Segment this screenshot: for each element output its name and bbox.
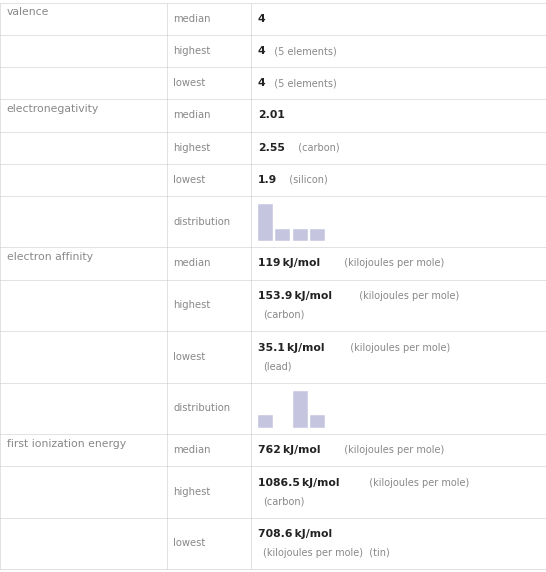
Text: median: median — [173, 14, 211, 24]
Text: electron affinity: electron affinity — [7, 252, 93, 262]
Text: 4: 4 — [258, 14, 265, 24]
Text: valence: valence — [7, 7, 49, 17]
Text: 119 kJ/mol: 119 kJ/mol — [258, 259, 320, 268]
Text: 2.55: 2.55 — [258, 142, 284, 153]
Text: lowest: lowest — [173, 175, 205, 185]
Text: first ionization energy: first ionization energy — [7, 439, 126, 448]
Bar — [258, 204, 273, 241]
Text: lowest: lowest — [173, 78, 205, 88]
Text: 1.9: 1.9 — [258, 175, 277, 185]
Text: median: median — [173, 445, 211, 455]
Text: distribution: distribution — [173, 403, 230, 413]
Text: (kilojoules per mole): (kilojoules per mole) — [363, 478, 469, 488]
Text: median: median — [173, 259, 211, 268]
Text: 35.1 kJ/mol: 35.1 kJ/mol — [258, 343, 324, 352]
Text: highest: highest — [173, 487, 210, 497]
Text: 4: 4 — [258, 46, 265, 56]
Text: highest: highest — [173, 142, 210, 153]
Text: 708.6 kJ/mol: 708.6 kJ/mol — [258, 529, 332, 539]
Text: lowest: lowest — [173, 352, 205, 362]
Bar — [275, 229, 290, 241]
Text: 762 kJ/mol: 762 kJ/mol — [258, 445, 320, 455]
Text: electronegativity: electronegativity — [7, 104, 99, 114]
Bar — [293, 391, 308, 428]
Text: 153.9 kJ/mol: 153.9 kJ/mol — [258, 291, 332, 301]
Text: (carbon): (carbon) — [263, 309, 305, 320]
Text: (5 elements): (5 elements) — [268, 78, 336, 88]
Text: median: median — [173, 110, 211, 121]
Text: highest: highest — [173, 300, 210, 310]
Text: (lead): (lead) — [263, 361, 292, 371]
Bar — [293, 229, 308, 241]
Bar — [310, 415, 325, 428]
Text: (kilojoules per mole): (kilojoules per mole) — [353, 291, 459, 301]
Text: (carbon): (carbon) — [263, 496, 305, 506]
Text: 1086.5 kJ/mol: 1086.5 kJ/mol — [258, 478, 339, 488]
Bar — [310, 229, 325, 241]
Text: (kilojoules per mole): (kilojoules per mole) — [343, 343, 450, 352]
Text: (kilojoules per mole)  (tin): (kilojoules per mole) (tin) — [263, 547, 390, 558]
Bar — [258, 415, 273, 428]
Text: distribution: distribution — [173, 217, 230, 227]
Text: (kilojoules per mole): (kilojoules per mole) — [338, 259, 444, 268]
Text: 4: 4 — [258, 78, 265, 88]
Text: lowest: lowest — [173, 538, 205, 549]
Text: (kilojoules per mole): (kilojoules per mole) — [339, 445, 444, 455]
Text: 2.01: 2.01 — [258, 110, 284, 121]
Text: (silicon): (silicon) — [282, 175, 327, 185]
Text: highest: highest — [173, 46, 210, 56]
Text: (5 elements): (5 elements) — [268, 46, 336, 56]
Text: (carbon): (carbon) — [293, 142, 340, 153]
